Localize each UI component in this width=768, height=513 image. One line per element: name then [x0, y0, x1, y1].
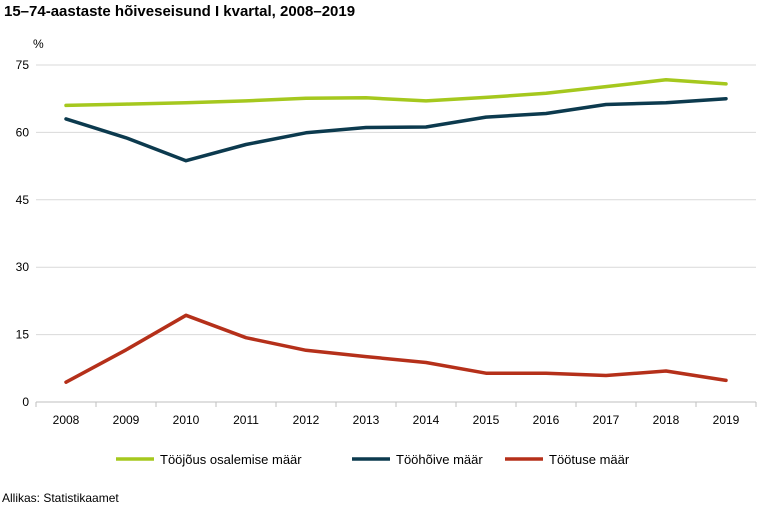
- x-tick-label: 2014: [413, 413, 440, 427]
- x-tick-label: 2012: [293, 413, 320, 427]
- legend-label: Töötuse määr: [549, 452, 630, 467]
- x-tick-label: 2009: [113, 413, 140, 427]
- x-tick-label: 2018: [653, 413, 680, 427]
- x-tick-label: 2017: [593, 413, 620, 427]
- axes: 0 15 30 45 60 75% 2008 2009 2010 2011 2012 2013 2014…: [16, 37, 757, 427]
- x-tick-label: 2013: [353, 413, 380, 427]
- legend-label: Tööjõus osalemise määr: [160, 452, 302, 467]
- series-line: [64, 313, 728, 384]
- y-tick-label: 75: [16, 58, 30, 72]
- legend-label: Tööhõive määr: [396, 452, 483, 467]
- series-line: [64, 78, 728, 108]
- series-lines: [64, 78, 728, 384]
- chart-title: 15–74-aastaste hõiveseisund I kvartal, 2…: [4, 3, 356, 20]
- y-tick-label: 30: [16, 260, 30, 274]
- x-tick-label: 2015: [473, 413, 500, 427]
- source-note: Allikas: Statistikaamet: [2, 491, 119, 505]
- x-tick-label: 2010: [173, 413, 200, 427]
- x-tick-label: 2016: [533, 413, 560, 427]
- x-tick-label: 2011: [233, 413, 259, 427]
- y-tick-label: 15: [16, 328, 30, 342]
- legend: Tööjõus osalemise määr Tööhõive määr Töötu…: [116, 452, 630, 467]
- gridlines: [36, 64, 756, 336]
- x-tick-label: 2019: [713, 413, 740, 427]
- series-line: [64, 96, 728, 163]
- y-tick-label: 45: [16, 193, 30, 207]
- y-tick-label: 0: [22, 395, 29, 409]
- y-axis-unit: %: [33, 37, 44, 51]
- y-tick-label: 60: [16, 125, 30, 139]
- x-tick-label: 2008: [53, 413, 80, 427]
